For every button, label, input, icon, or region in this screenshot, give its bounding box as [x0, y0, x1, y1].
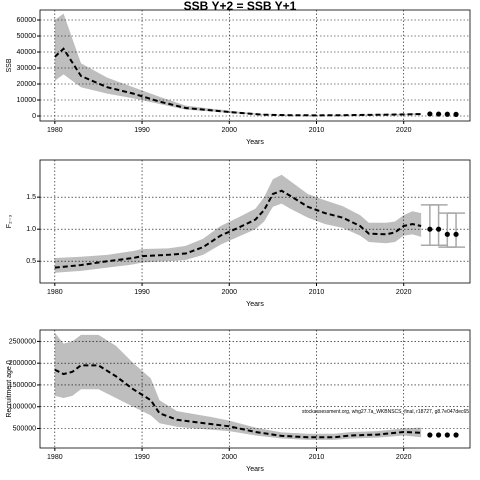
x-tick-label: 1980 — [47, 454, 63, 461]
y-tick-label: 1000000 — [9, 404, 36, 411]
x-tick-label: 1980 — [47, 289, 63, 296]
y-tick-label: 1500000 — [9, 382, 36, 389]
x-tick-label: 2010 — [309, 289, 325, 296]
forecast-point — [427, 111, 433, 117]
confidence-band — [54, 332, 422, 440]
forecast-point — [436, 432, 442, 438]
x-axis-label: Years — [246, 301, 264, 308]
y-tick-label: 40000 — [17, 49, 37, 56]
x-tick-label: 2020 — [396, 127, 412, 134]
x-tick-label: 1990 — [134, 127, 150, 134]
y-axis-label: F₂₋₃ — [6, 215, 13, 229]
forecast-point — [444, 231, 450, 237]
annotation: stockassessment.org, whg27.7a_WKBNSCS_fi… — [302, 409, 469, 415]
y-tick-label: 50000 — [17, 33, 37, 40]
plot-frame — [39, 9, 471, 122]
estimate-line — [54, 189, 422, 269]
x-axis-label: Years — [246, 466, 264, 473]
y-axis-label: SSB — [6, 58, 13, 72]
x-tick-label: 2000 — [221, 454, 237, 461]
y-tick-label: 2500000 — [9, 338, 36, 345]
y-axis-label: Recruitment age 0 — [6, 360, 13, 417]
forecast-point — [444, 111, 450, 117]
plot-frame — [39, 159, 471, 284]
x-tick-label: 1990 — [134, 289, 150, 296]
forecast-point — [427, 226, 433, 232]
x-axis-label: Years — [246, 139, 264, 146]
forecast-point — [453, 432, 459, 438]
forecast-point — [427, 432, 433, 438]
y-tick-label: 1.0 — [26, 226, 36, 233]
y-tick-label: 10000 — [17, 97, 37, 104]
x-tick-label: 1990 — [134, 454, 150, 461]
forecast-point — [453, 231, 459, 237]
x-tick-label: 1980 — [47, 127, 63, 134]
confidence-band — [54, 174, 422, 273]
forecast-point — [436, 226, 442, 232]
y-tick-label: 60000 — [17, 17, 37, 24]
forecast-point — [436, 111, 442, 117]
y-tick-label: 20000 — [17, 81, 37, 88]
estimate-line — [54, 364, 422, 439]
y-tick-label: 0.5 — [26, 258, 36, 265]
forecast-point — [444, 432, 450, 438]
y-tick-label: 0 — [32, 113, 36, 120]
x-tick-label: 2020 — [396, 454, 412, 461]
plot-frame — [39, 329, 471, 449]
y-tick-label: 500000 — [13, 425, 36, 432]
figure-title: SSB Y+2 = SSB Y+1 — [184, 0, 297, 13]
forecast-point — [453, 111, 459, 117]
y-tick-label: 2000000 — [9, 360, 36, 367]
x-tick-label: 2010 — [309, 454, 325, 461]
x-tick-label: 2000 — [221, 127, 237, 134]
x-tick-label: 2000 — [221, 289, 237, 296]
x-tick-label: 2010 — [309, 127, 325, 134]
y-tick-label: 30000 — [17, 65, 37, 72]
estimate-line — [54, 47, 422, 117]
x-tick-label: 2020 — [396, 289, 412, 296]
y-tick-label: 1.5 — [26, 194, 36, 201]
